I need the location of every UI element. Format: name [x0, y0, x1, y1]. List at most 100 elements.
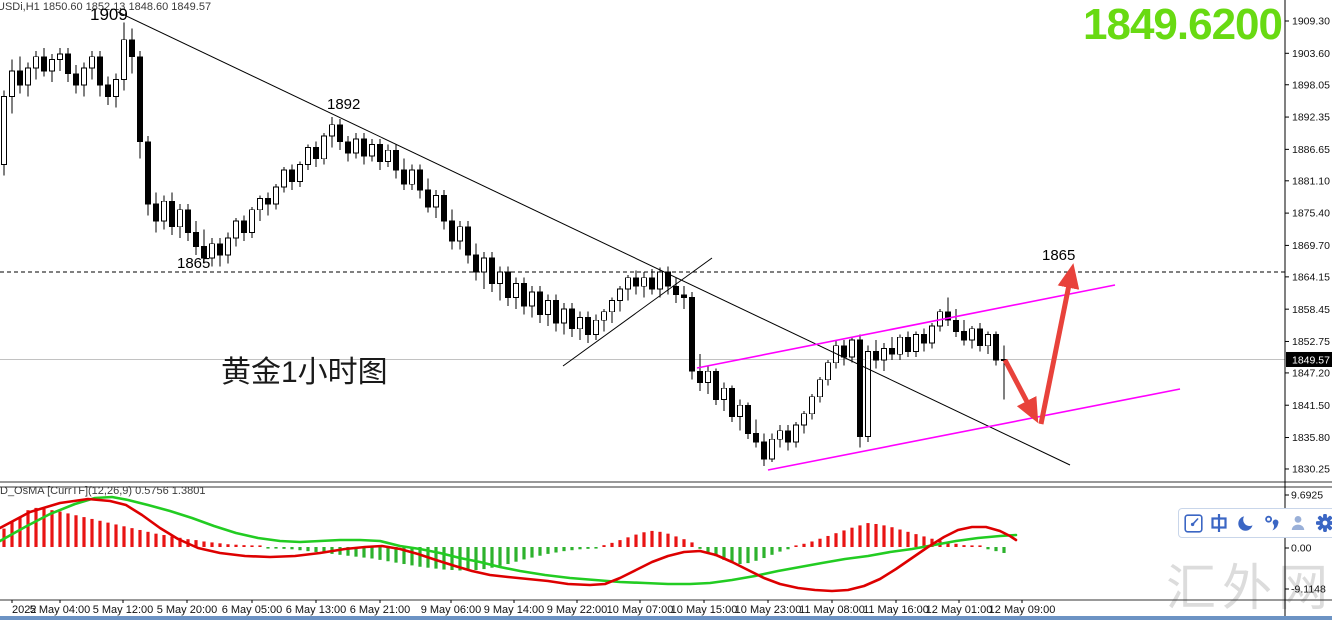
annotation-level-1865-right[interactable]: 1865	[1042, 247, 1076, 264]
candle-body	[393, 149, 399, 171]
candle-body	[721, 387, 727, 401]
osma-bar	[290, 547, 294, 550]
price-axis-label: 1886.65	[1292, 144, 1330, 156]
candle-body	[449, 220, 455, 242]
osma-bar	[370, 547, 374, 559]
candle-body	[57, 53, 63, 60]
time-axis-label: 10 May 07:00	[607, 604, 674, 616]
candle-body	[785, 430, 791, 443]
osma-bar	[482, 547, 486, 570]
trendlines[interactable]	[117, 11, 1181, 471]
osma-bar	[66, 513, 70, 547]
candle-body	[441, 195, 447, 222]
osma-bar	[170, 536, 174, 547]
window-bottom-edge	[0, 616, 1332, 620]
candle-body	[265, 197, 271, 205]
osma-bar	[882, 525, 886, 547]
candle-body	[513, 282, 519, 298]
osma-bar	[810, 541, 814, 547]
annotation-level-1865-left[interactable]: 1865	[177, 255, 211, 272]
osma-bar	[946, 542, 950, 547]
gauge-chart-icon[interactable]	[1183, 512, 1203, 534]
osma-bar	[706, 547, 710, 553]
osma-bar	[386, 547, 390, 562]
price-axis-label: 1875.40	[1292, 208, 1330, 220]
candle-body	[977, 328, 983, 347]
candle-body	[905, 336, 911, 352]
account-user-icon[interactable]	[1288, 512, 1308, 534]
osma-bar	[682, 539, 686, 547]
candle-body	[561, 308, 567, 324]
annotation-peak-1909[interactable]: 1909	[90, 5, 128, 24]
candle-body	[289, 169, 295, 182]
osma-bar	[690, 542, 694, 547]
candle-body	[585, 316, 591, 335]
osma-bar	[666, 533, 670, 547]
time-axis-label: 9 May 06:00	[421, 604, 482, 616]
candle-body	[745, 404, 751, 435]
osma-bar	[674, 536, 678, 547]
osma-bar	[418, 547, 422, 567]
annotation-peak-1892[interactable]: 1892	[327, 96, 361, 113]
candle-body	[145, 141, 151, 205]
candle-body	[89, 56, 95, 69]
osma-bar	[594, 547, 598, 549]
current-price-tag	[1286, 351, 1332, 367]
night-mode-moon-icon[interactable]	[1236, 512, 1256, 534]
quotes-icon[interactable]	[1262, 512, 1282, 534]
indicator-name-label: D_OsMA [CurrTF](12,26,9) 0.5756 1.3801	[0, 485, 206, 497]
osma-bar	[1002, 547, 1006, 553]
osma-bar	[234, 544, 238, 547]
time-axis-label: 6 May 21:00	[350, 604, 411, 616]
candle-body	[169, 200, 175, 228]
macd-red-line	[0, 497, 1018, 593]
candle-body	[297, 163, 303, 182]
candle-body	[985, 333, 991, 347]
price-axis-label: 1869.70	[1292, 240, 1330, 252]
price-axis[interactable]: 1909.30 1903.60 1898.05 1892.35 1886.65 1881.…	[1285, 16, 1332, 596]
candle-body	[377, 144, 383, 162]
osma-bar	[546, 547, 550, 554]
candle-body	[577, 316, 583, 330]
osma-bar	[282, 547, 286, 549]
osma-bar	[978, 545, 982, 547]
candle-body	[497, 271, 503, 284]
candle-body	[425, 189, 431, 208]
candle-body	[41, 56, 47, 72]
osma-bar	[698, 547, 702, 549]
osma-bar	[82, 517, 86, 547]
annotation-chart-caption[interactable]: 黄金1小时图	[221, 356, 388, 389]
candle-body	[161, 200, 167, 222]
time-axis-label: 9 May 22:00	[547, 604, 608, 616]
osma-bar	[514, 547, 518, 562]
candle-body	[73, 73, 79, 86]
candle-body	[801, 413, 807, 426]
language-icon[interactable]	[1209, 512, 1229, 534]
candle-body	[9, 70, 15, 97]
candle-body	[865, 350, 871, 437]
symbol-ohlc-info: USDi,H1 1850.60 1852.13 1848.60 1849.57	[0, 1, 212, 13]
candle-body	[697, 370, 703, 384]
osma-bar	[402, 547, 406, 565]
osma-bar	[58, 511, 62, 547]
osma-bar	[730, 547, 734, 563]
candle-body	[153, 203, 159, 222]
osma-bar	[74, 515, 78, 547]
candle-body	[881, 348, 887, 361]
settings-gear-icon[interactable]	[1315, 512, 1332, 534]
horizontal-levels	[0, 271, 1285, 360]
candle-body	[201, 246, 207, 259]
osma-bar	[522, 547, 526, 560]
candle-body	[217, 243, 223, 256]
candle-body	[481, 257, 487, 273]
osma-bar	[34, 507, 38, 547]
osma-bar	[106, 522, 110, 547]
candle-body	[945, 311, 951, 321]
osma-bar	[610, 542, 614, 547]
osma-bar	[202, 541, 206, 547]
forecast-arrows[interactable]	[1002, 263, 1080, 425]
macd-green-line	[0, 495, 1018, 586]
